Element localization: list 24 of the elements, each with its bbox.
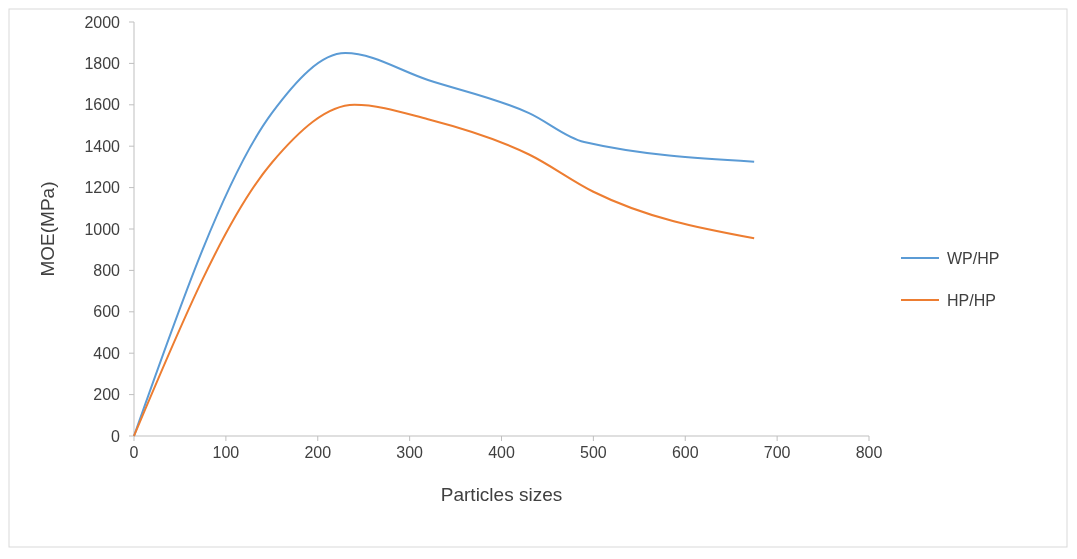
y-tick-label: 200 [93,386,121,404]
x-tick-label: 400 [488,444,515,461]
legend-label: WP/HP [947,249,1000,267]
y-axis-title: MOE(MPa) [37,181,58,277]
y-tick-label: 0 [111,427,121,445]
x-tick-label: 500 [580,444,607,461]
x-tick-label: 700 [763,444,791,461]
x-tick-label: 800 [855,444,883,461]
x-tick-label: 200 [304,444,332,461]
y-tick-label: 1200 [84,179,121,197]
y-tick-label: 600 [93,303,121,321]
x-axis-title: Particles sizes [440,484,563,505]
y-tick-label: 2000 [84,13,121,31]
y-tick-label: 800 [93,262,121,279]
x-tick-label: 100 [212,444,240,461]
x-tick-label: 0 [129,444,139,461]
legend-label: HP/HP [947,291,996,309]
y-tick-label: 1600 [84,96,121,114]
y-tick-label: 1800 [84,55,121,72]
y-tick-label: 1400 [84,137,121,155]
y-tick-label: 400 [93,344,121,362]
x-tick-label: 600 [671,444,699,461]
y-tick-label: 1000 [84,220,121,238]
x-tick-label: 300 [396,444,424,461]
